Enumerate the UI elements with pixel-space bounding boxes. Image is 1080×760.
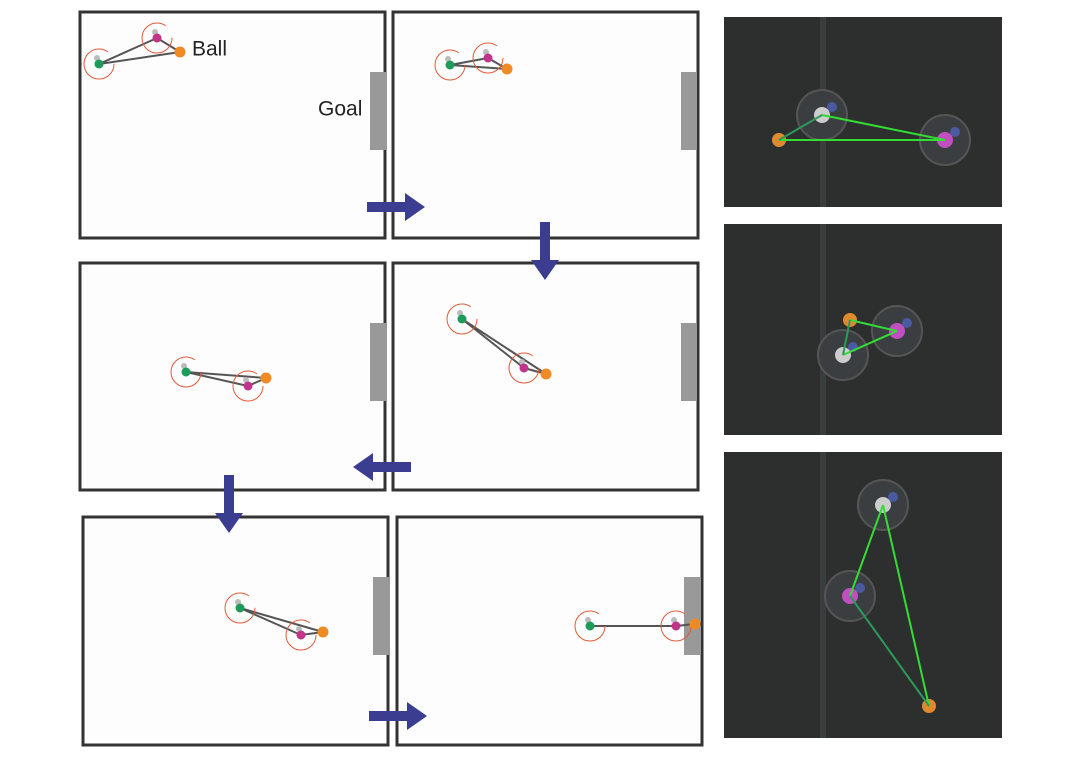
photo-robot-marker (902, 318, 912, 328)
link (98, 37, 158, 65)
photo-robot-marker (827, 102, 837, 112)
link (449, 64, 508, 70)
robot (296, 630, 306, 640)
robot-range (232, 370, 264, 402)
link (461, 318, 525, 369)
robot-marker (296, 626, 302, 632)
field (395, 515, 704, 747)
robot-marker (445, 56, 451, 62)
link (239, 607, 324, 633)
photo-robot-marker (888, 492, 898, 502)
goal (684, 577, 700, 655)
goal-label: Goal (318, 98, 362, 121)
photo-link (849, 319, 898, 332)
robot (457, 314, 467, 324)
robot (445, 60, 455, 70)
photo (724, 17, 1002, 207)
link (185, 371, 267, 379)
ball-label: Ball (192, 38, 227, 61)
robot-range (574, 610, 606, 642)
link (185, 371, 249, 387)
robot-range (170, 356, 202, 388)
robot (152, 33, 162, 43)
robot (181, 367, 191, 377)
photo-robot-marker (855, 583, 865, 593)
goal (370, 72, 386, 150)
robot-range (141, 22, 173, 54)
ball (260, 372, 272, 384)
photo-link (849, 595, 930, 707)
photo-seam (820, 224, 826, 435)
robot (519, 363, 529, 373)
robot-marker (585, 617, 591, 623)
robot-range (83, 48, 115, 80)
photo-robot-marker (950, 127, 960, 137)
robot (585, 621, 595, 631)
robot-marker (235, 599, 241, 605)
ball (501, 63, 513, 75)
field (81, 515, 390, 747)
field (391, 10, 700, 240)
robot-range (434, 49, 466, 81)
link (98, 51, 181, 65)
robot-range (224, 592, 256, 624)
photo-seam (820, 452, 826, 738)
robot-range (446, 303, 478, 335)
photo-link (821, 114, 946, 141)
photo-link (882, 504, 930, 707)
arrow (531, 222, 559, 280)
field (78, 10, 387, 240)
goal (681, 72, 697, 150)
photo-link (778, 114, 823, 141)
robot-marker (671, 617, 677, 623)
goal (373, 577, 389, 655)
photo-link (849, 504, 884, 597)
robot-range (508, 352, 540, 384)
ball (317, 626, 329, 638)
link (449, 57, 489, 66)
photo-link (842, 330, 898, 356)
robot-marker (94, 55, 100, 61)
robot-marker (457, 310, 463, 316)
robot (483, 53, 493, 63)
robot-marker (243, 377, 249, 383)
photo-link (842, 319, 851, 356)
link (461, 318, 547, 375)
robot-marker (519, 359, 525, 365)
robot (235, 603, 245, 613)
arrow (215, 475, 243, 533)
arrow (369, 702, 427, 730)
robot-range (285, 619, 317, 651)
link (239, 607, 302, 636)
ball (689, 618, 701, 630)
robot (671, 621, 681, 631)
field (78, 261, 387, 492)
ball (174, 46, 186, 58)
goal (370, 323, 386, 401)
arrow (367, 193, 425, 221)
arrow (353, 453, 411, 481)
robot-marker (483, 49, 489, 55)
robot (243, 381, 253, 391)
goal (681, 323, 697, 401)
robot-marker (181, 363, 187, 369)
robot (94, 59, 104, 69)
robot-marker (152, 29, 158, 35)
robot-range (472, 42, 504, 74)
photo (724, 224, 1002, 435)
ball (540, 368, 552, 380)
